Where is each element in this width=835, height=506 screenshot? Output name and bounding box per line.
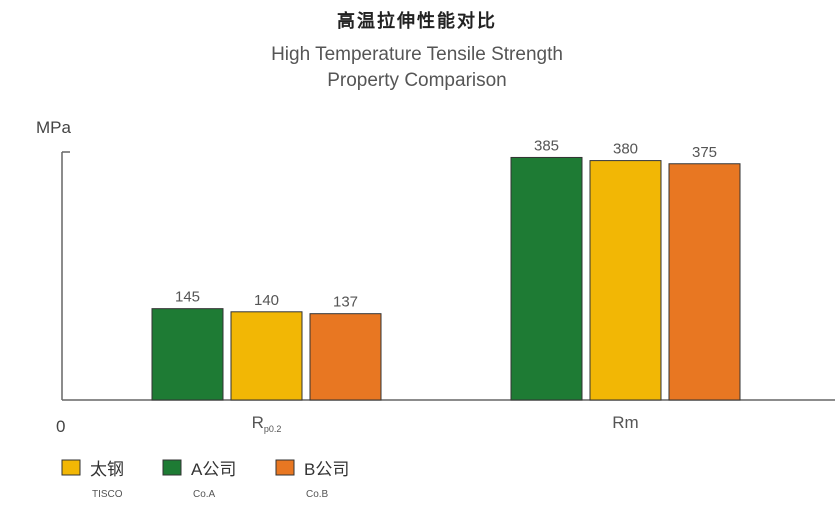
bar-rm-tisco [589, 160, 662, 401]
chart-subtitle-line1: High Temperature Tensile Strength [271, 44, 563, 65]
legend-swatch [61, 459, 81, 476]
bars-group: 145 140 137 385 380 375 [151, 137, 741, 401]
category-label: Rm [612, 413, 638, 432]
bar-value-label: 140 [254, 292, 279, 309]
legend-label: B公司 [304, 460, 349, 479]
chart-title: 高温拉伸性能对比 [337, 10, 497, 31]
bar-value-label: 380 [613, 141, 638, 158]
category-labels: Rp0.2 Rm [252, 413, 639, 434]
bar-value-label: 137 [333, 294, 358, 311]
legend-swatch [275, 459, 295, 476]
legend-label: A公司 [191, 460, 236, 479]
legend-label-en: TISCO [92, 489, 123, 500]
bar-rp02-coa [151, 308, 224, 401]
bar-rm-coa [510, 156, 583, 401]
legend: 太钢 TISCO A公司 Co.A B公司 Co.B [61, 459, 349, 500]
bar-rp02-tisco [230, 311, 303, 401]
bar-value-label: 385 [534, 137, 559, 154]
bar-value-label: 145 [175, 289, 200, 306]
legend-swatch [162, 459, 182, 476]
bar-rm-cob [668, 163, 741, 401]
bar-rp02-cob [309, 313, 382, 401]
chart-subtitle-line2: Property Comparison [327, 70, 507, 91]
legend-label: 太钢 [90, 460, 124, 479]
category-label: Rp0.2 [252, 413, 282, 434]
legend-label-en: Co.B [306, 489, 329, 500]
legend-label-en: Co.A [193, 489, 216, 500]
y-axis-label: MPa [36, 118, 72, 137]
y-origin-label: 0 [56, 417, 65, 436]
bar-value-label: 375 [692, 144, 717, 161]
